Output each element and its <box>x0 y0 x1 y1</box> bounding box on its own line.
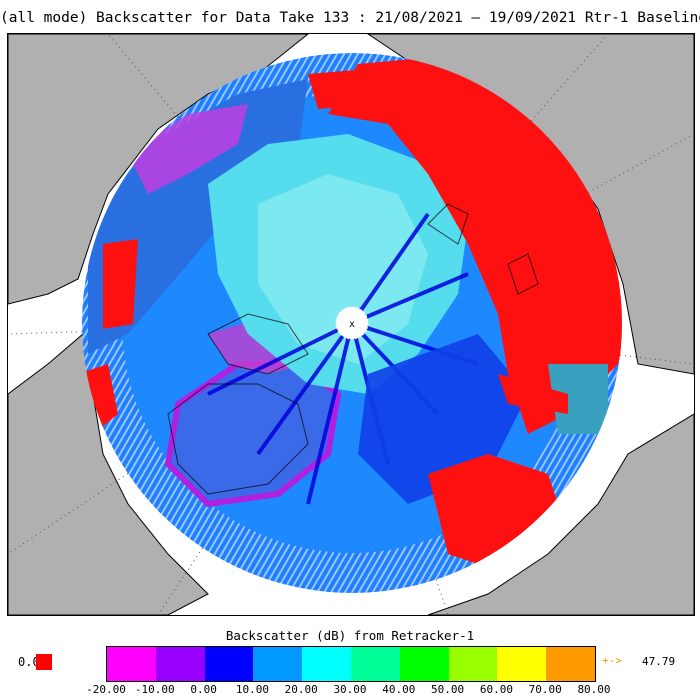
colorbar-segment <box>400 647 449 681</box>
polar-map-canvas: x <box>8 34 694 615</box>
colorbar-segment <box>205 647 254 681</box>
colorbar <box>106 646 596 682</box>
colorbar-tick-label: 60.00 <box>480 683 513 696</box>
colorbar-segment <box>351 647 400 681</box>
colorbar-segment <box>156 647 205 681</box>
region-red-alaska <box>103 239 138 329</box>
colorbar-segment <box>546 647 595 681</box>
high-value-label: 47.79 <box>642 655 675 668</box>
legend-title: Backscatter (dB) from Retracker-1 <box>0 628 700 643</box>
colorbar-tick-label: 0.00 <box>190 683 217 696</box>
colorbar-tick-label: 10.00 <box>236 683 269 696</box>
colorbar-tick-label: -20.00 <box>86 683 126 696</box>
pole-marker: x <box>336 307 368 339</box>
colorbar-tick-label: 80.00 <box>577 683 610 696</box>
colorbar-tick-label: 70.00 <box>529 683 562 696</box>
colorbar-segment <box>449 647 498 681</box>
colorbar-tick-label: 50.00 <box>431 683 464 696</box>
pole-label: x <box>349 319 355 330</box>
colorbar-segment <box>253 647 302 681</box>
map-title: (all mode) Backscatter for Data Take 133… <box>0 10 700 26</box>
colorbar-tick-label: 40.00 <box>382 683 415 696</box>
region-red-north <box>308 69 378 109</box>
colorbar-segment <box>107 647 156 681</box>
colorbar-segment <box>302 647 351 681</box>
colorbar-tick-label: -10.00 <box>135 683 175 696</box>
colorbar-ticks: -20.00 -10.00 0.00 10.00 20.00 30.00 40.00 50.0… <box>106 683 596 699</box>
colorbar-tick-label: 30.00 <box>333 683 366 696</box>
low-value-swatch <box>36 654 52 670</box>
polar-map: x <box>7 33 695 616</box>
colorbar-tick-label: 20.00 <box>285 683 318 696</box>
colorbar-segment <box>497 647 546 681</box>
high-value-arrow-icon: +-> <box>602 654 622 667</box>
